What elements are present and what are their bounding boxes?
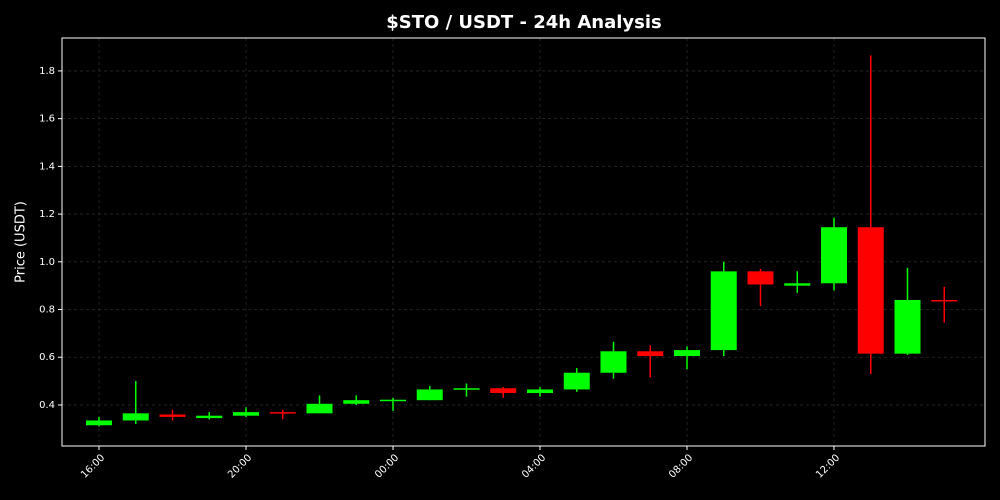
candle-body xyxy=(233,412,259,416)
chart-title: $STO / USDT - 24h Analysis xyxy=(386,12,662,33)
candle-body xyxy=(637,351,664,357)
plot-frame xyxy=(61,37,986,447)
candle-body xyxy=(710,271,737,351)
y-tick-label: 1.8 xyxy=(39,66,55,77)
y-tick-label: 0.8 xyxy=(39,305,55,316)
y-tick-label: 1.6 xyxy=(39,114,55,125)
y-tick-label: 0.4 xyxy=(39,400,55,411)
candle-body xyxy=(122,413,149,421)
candle-body xyxy=(453,388,480,390)
candle-body xyxy=(380,399,406,402)
candle-body xyxy=(894,299,921,354)
candle-body xyxy=(86,420,112,426)
candle-body xyxy=(527,389,553,394)
candle-body xyxy=(784,283,811,286)
y-tick-label: 1.2 xyxy=(39,209,55,220)
y-tick-label: 1.4 xyxy=(39,161,55,172)
candle-body xyxy=(306,403,333,414)
y-tick-label: 1.0 xyxy=(39,257,55,268)
candle-body xyxy=(343,400,370,404)
candle-body xyxy=(857,227,884,354)
candle-body xyxy=(490,388,517,394)
candle-body xyxy=(563,372,590,390)
candle-body xyxy=(600,351,627,373)
y-tick-label: 0.6 xyxy=(39,352,55,363)
candle-body xyxy=(196,415,223,419)
candle-body xyxy=(159,414,186,417)
candle-body xyxy=(269,412,296,414)
candle-body xyxy=(747,271,774,285)
candle-body xyxy=(674,350,700,357)
y-axis-label: Price (USDT) xyxy=(14,201,29,283)
candle-body xyxy=(416,389,443,401)
candle-body xyxy=(821,227,847,284)
candle-body xyxy=(931,299,958,302)
